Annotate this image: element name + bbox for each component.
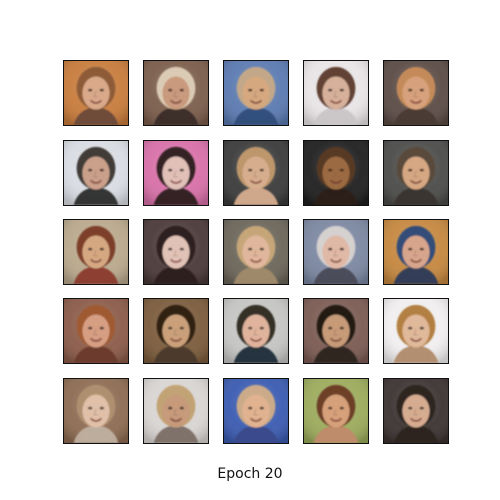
- sample-image: [63, 60, 129, 126]
- sample-image: [303, 219, 369, 285]
- sample-image: [303, 140, 369, 206]
- sample-image: [143, 298, 209, 364]
- sample-image: [143, 378, 209, 444]
- sample-image: [223, 219, 289, 285]
- sample-image: [383, 219, 449, 285]
- sample-image: [383, 60, 449, 126]
- sample-image: [223, 298, 289, 364]
- sample-image: [383, 298, 449, 364]
- sample-image: [223, 60, 289, 126]
- sample-image: [143, 60, 209, 126]
- sample-image: [223, 378, 289, 444]
- sample-image: [63, 298, 129, 364]
- sample-image: [303, 60, 369, 126]
- sample-image: [303, 378, 369, 444]
- sample-image: [383, 140, 449, 206]
- sample-image: [143, 219, 209, 285]
- sample-image: [63, 140, 129, 206]
- sample-image: [383, 378, 449, 444]
- sample-image: [63, 378, 129, 444]
- sample-image: [63, 219, 129, 285]
- figure-caption: Epoch 20: [217, 466, 283, 482]
- sample-image: [223, 140, 289, 206]
- sample-image: [143, 140, 209, 206]
- sample-image: [303, 298, 369, 364]
